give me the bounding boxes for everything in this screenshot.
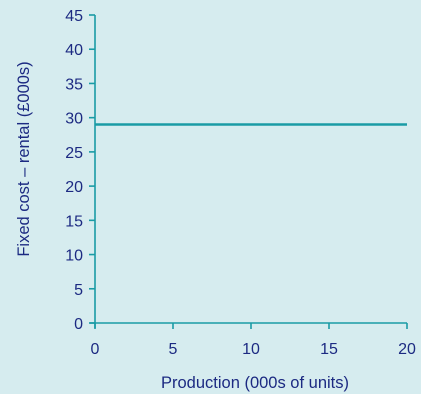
y-tick-label: 10 <box>65 248 83 265</box>
y-tick-label: 5 <box>74 282 83 299</box>
x-axis-title: Production (000s of units) <box>161 374 349 392</box>
x-tick-label: 20 <box>398 341 416 358</box>
x-axis-ticks: 0 5 10 15 20 <box>91 323 416 358</box>
y-tick-label: 35 <box>65 76 83 93</box>
y-tick-label: 40 <box>65 42 83 59</box>
y-tick-label: 25 <box>65 145 83 162</box>
y-tick-label: 30 <box>65 111 83 128</box>
y-tick-label: 15 <box>65 213 83 230</box>
y-axis-title: Fixed cost – rental (£000s) <box>15 61 33 256</box>
y-tick-label: 20 <box>65 179 83 196</box>
y-tick-label: 0 <box>74 316 83 333</box>
y-axis-ticks: 0 5 10 15 20 25 30 35 40 45 <box>65 8 95 333</box>
x-tick-label: 10 <box>242 341 260 358</box>
x-tick-label: 15 <box>320 341 338 358</box>
y-tick-label: 45 <box>65 8 83 25</box>
x-tick-label: 5 <box>169 341 178 358</box>
axes <box>90 15 407 328</box>
x-tick-label: 0 <box>91 341 100 358</box>
